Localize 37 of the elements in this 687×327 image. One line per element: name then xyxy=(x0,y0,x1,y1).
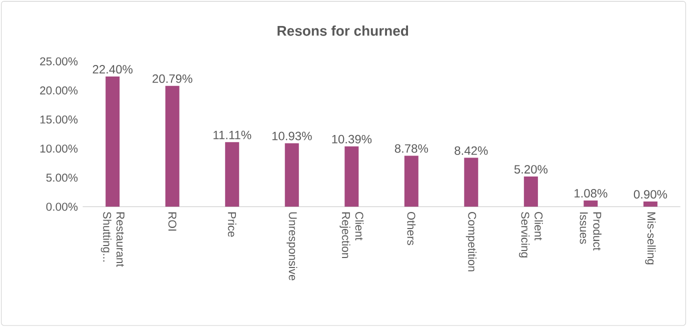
bar xyxy=(584,200,598,207)
y-tick-label: 15.00% xyxy=(40,116,78,124)
x-tick-label: Mis-selling xyxy=(645,212,656,264)
chart-title: Resons for churned xyxy=(278,26,408,36)
data-label: 22.40% xyxy=(92,65,133,74)
x-tick-label: ROI xyxy=(168,212,176,231)
bar xyxy=(284,143,299,207)
bar xyxy=(524,176,538,207)
y-tick-label: 10.00% xyxy=(40,144,78,153)
x-tick-label: Price xyxy=(228,212,236,237)
bar xyxy=(344,146,359,207)
data-label: 11.11% xyxy=(214,130,252,140)
data-label: 1.08% xyxy=(574,189,608,198)
data-label: 10.93% xyxy=(272,132,312,140)
y-tick-label: 0.00% xyxy=(46,202,78,211)
y-tick-label: 25.00% xyxy=(40,57,78,66)
bar xyxy=(643,202,658,207)
bar xyxy=(464,158,478,207)
bar xyxy=(165,86,180,207)
data-label: 20.79% xyxy=(152,74,192,84)
x-tick-label: Client Servicing xyxy=(518,212,543,258)
y-tick-label: 20.00% xyxy=(40,86,78,95)
data-label: 5.20% xyxy=(514,165,548,174)
bar xyxy=(404,156,418,207)
data-label: 8.78% xyxy=(394,144,428,153)
x-tick-label: Unresponsive xyxy=(286,212,298,280)
x-tick-label: Competition xyxy=(466,212,476,272)
bar xyxy=(106,76,120,207)
x-tick-label: Others xyxy=(407,212,416,246)
y-tick-label: 5.00% xyxy=(46,174,78,182)
bar xyxy=(225,142,240,207)
x-tick-label: Restaurant Shutting... xyxy=(100,212,124,267)
data-label: 0.90% xyxy=(634,190,668,199)
x-tick-label: Client Rejection xyxy=(340,212,364,258)
data-label: 8.42% xyxy=(454,146,488,155)
x-tick-label: Product Issues xyxy=(580,212,602,251)
data-label: 10.39% xyxy=(332,134,372,144)
